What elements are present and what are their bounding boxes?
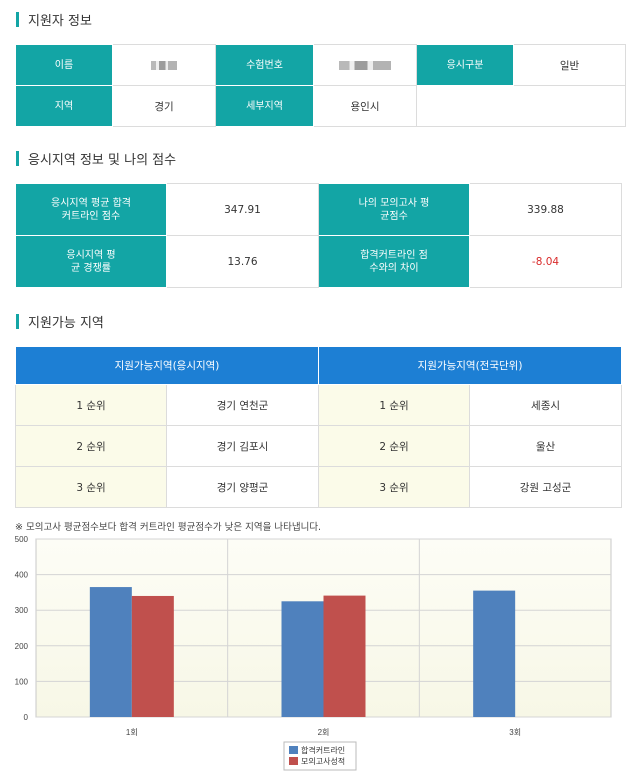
empty-cell — [416, 85, 626, 127]
y-tick-label: 300 — [15, 606, 29, 615]
rank-cell: 1 순위 — [15, 384, 167, 426]
legend-swatch — [289, 757, 298, 765]
diff-label: 합격커트라인 점수와의 차이 — [318, 235, 470, 288]
y-tick-label: 500 — [15, 535, 29, 544]
x-tick-label: 3회 — [509, 728, 521, 737]
applicant-section-title: 지원자 정보 — [16, 10, 92, 29]
eligible-section-title: 지원가능 지역 — [16, 312, 104, 331]
x-tick-label: 2회 — [318, 728, 330, 737]
national-region-cell: 울산 — [469, 425, 623, 467]
rank-cell: 3 순위 — [318, 466, 471, 508]
rank-cell: 2 순위 — [15, 425, 167, 467]
legend-swatch — [289, 746, 298, 754]
region-score-section-title: 응시지역 정보 및 나의 점수 — [16, 149, 176, 168]
title-accent-bar — [16, 150, 19, 166]
local-region-cell: 경기 김포시 — [165, 425, 320, 467]
my-score-value: 339.88 — [469, 183, 622, 236]
diff-value: -8.04 — [469, 235, 622, 288]
y-tick-label: 100 — [15, 677, 29, 686]
region-score-table: 응시지역 평균 합격 커트라인 점수 347.91 나의 모의고사 평균점수 3… — [15, 183, 622, 288]
applicant-info-table: 이름 수험번호 응시구분 일반 지역 경기 세부지역 용인시 — [15, 44, 626, 127]
y-tick-label: 200 — [15, 642, 29, 651]
name-masked — [151, 60, 177, 70]
bar-series-2 — [131, 595, 174, 717]
my-score-label: 나의 모의고사 평균점수 — [318, 183, 470, 236]
bar-series-1 — [281, 601, 324, 717]
y-tick-label: 0 — [24, 713, 29, 722]
name-value — [112, 44, 216, 86]
competition-value: 13.76 — [166, 235, 319, 288]
competition-label: 응시지역 평균 경쟁률 — [15, 235, 167, 288]
subregion-value: 용인시 — [313, 85, 417, 127]
exam-no-value — [313, 44, 417, 86]
local-region-cell: 경기 연천군 — [165, 384, 320, 426]
national-region-cell: 강원 고성군 — [469, 466, 623, 508]
bar-series-1 — [473, 590, 516, 717]
table-row: 3 순위 경기 양평군 3 순위 강원 고성군 — [15, 466, 623, 508]
legend-label: 합격커트라인 — [301, 745, 345, 755]
rank-cell: 3 순위 — [15, 466, 167, 508]
national-region-cell: 세종시 — [469, 384, 623, 426]
subregion-label: 세부지역 — [215, 85, 314, 127]
name-label: 이름 — [15, 44, 113, 86]
exam-no-label: 수험번호 — [215, 44, 314, 86]
table-row: 1 순위 경기 연천군 1 순위 세종시 — [15, 384, 623, 426]
y-tick-label: 400 — [15, 571, 29, 580]
eligible-header-national: 지원가능지역(전국단위) — [318, 346, 623, 385]
x-tick-label: 1회 — [126, 728, 138, 737]
rank-cell: 1 순위 — [318, 384, 471, 426]
type-label: 응시구분 — [416, 44, 514, 86]
chart-note: ※ 모의고사 평균점수보다 합격 커트라인 평균점수가 낮은 지역을 나타냅니다… — [15, 522, 322, 533]
bar-series-2 — [323, 595, 366, 717]
cutoff-value: 347.91 — [166, 183, 319, 236]
rank-cell: 2 순위 — [318, 425, 471, 467]
title-accent-bar — [16, 313, 19, 329]
exam-no-masked — [339, 60, 391, 70]
eligible-header-local: 지원가능지역(응시지역) — [14, 346, 320, 385]
title-accent-bar — [16, 11, 19, 27]
legend-label: 모의고사성적 — [301, 756, 345, 766]
region-label: 지역 — [15, 85, 113, 127]
table-row: 2 순위 경기 김포시 2 순위 울산 — [15, 425, 623, 467]
type-value: 일반 — [513, 44, 626, 86]
local-region-cell: 경기 양평군 — [165, 466, 320, 508]
eligible-regions-table: 지원가능지역(응시지역) 지원가능지역(전국단위) 1 순위 경기 연천군 1 … — [14, 346, 623, 508]
region-value: 경기 — [112, 85, 216, 127]
bar-series-1 — [89, 587, 132, 717]
cutoff-label: 응시지역 평균 합격 커트라인 점수 — [15, 183, 167, 236]
